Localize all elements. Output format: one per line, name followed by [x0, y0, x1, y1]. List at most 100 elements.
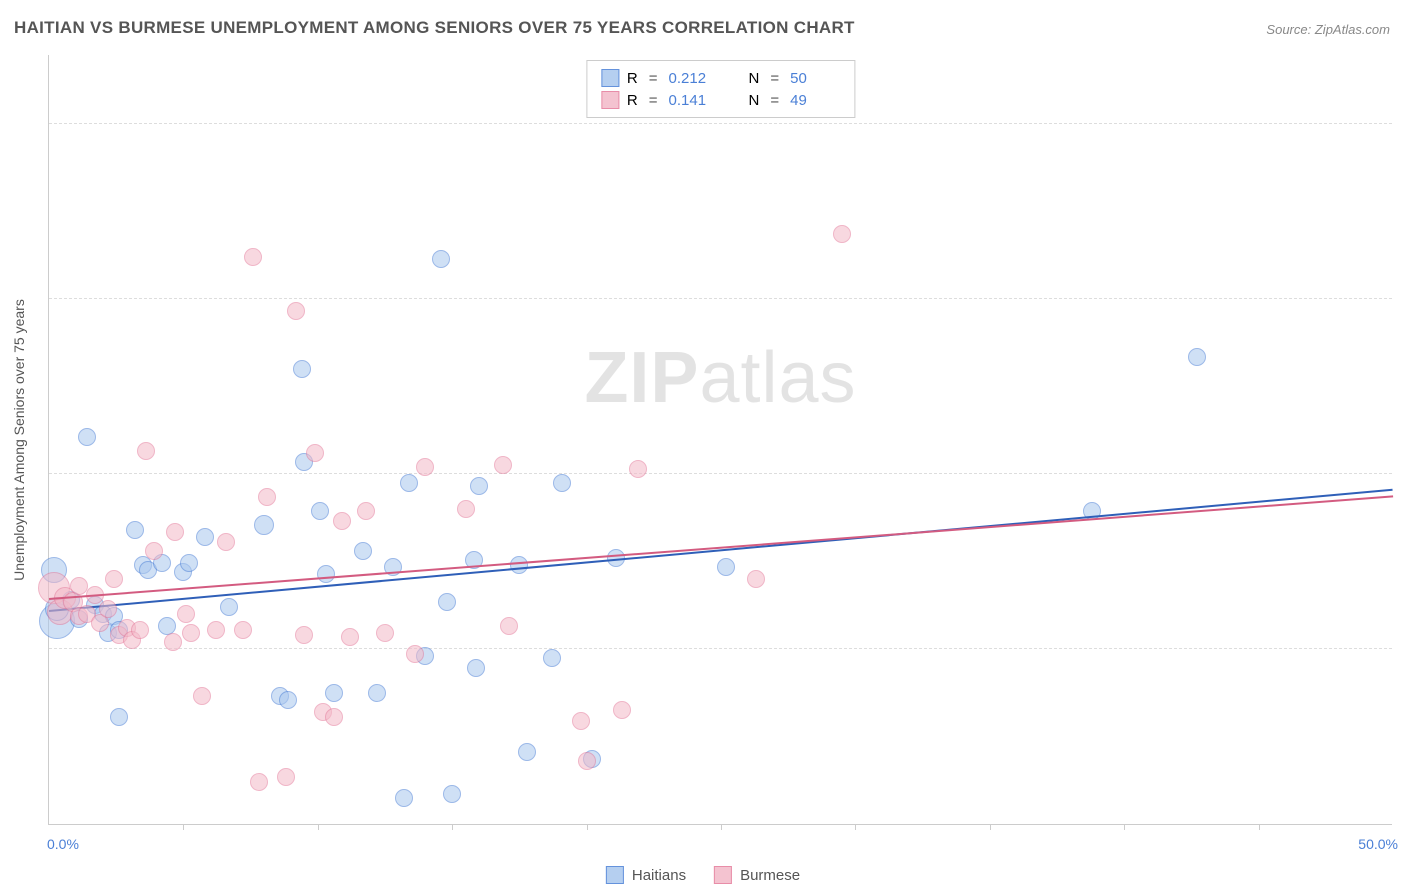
- watermark-zip: ZIP: [584, 338, 699, 418]
- trend-line: [49, 488, 1393, 611]
- scatter-plot-area: ZIPatlas Unemployment Among Seniors over…: [48, 55, 1392, 825]
- scatter-point: [395, 789, 413, 807]
- y-tick-label: 7.5%: [1399, 641, 1406, 657]
- scatter-point: [629, 460, 647, 478]
- scatter-point: [613, 701, 631, 719]
- watermark-atlas: atlas: [699, 338, 856, 418]
- scatter-point: [234, 621, 252, 639]
- scatter-point: [164, 633, 182, 651]
- scatter-point: [467, 659, 485, 677]
- scatter-point: [220, 598, 238, 616]
- source-label: Source:: [1266, 22, 1311, 37]
- scatter-point: [180, 554, 198, 572]
- scatter-point: [317, 565, 335, 583]
- scatter-point: [341, 628, 359, 646]
- scatter-point: [833, 225, 851, 243]
- stats-row-haitians: R = 0.212 N = 50: [601, 67, 840, 89]
- scatter-point: [217, 533, 235, 551]
- stats-R-value-burmese: 0.141: [669, 92, 719, 109]
- chart-title: HAITIAN VS BURMESE UNEMPLOYMENT AMONG SE…: [14, 18, 855, 38]
- stats-N-value-haitians: 50: [790, 70, 840, 87]
- scatter-point: [137, 442, 155, 460]
- scatter-point: [145, 542, 163, 560]
- gridline: [49, 648, 1392, 649]
- scatter-point: [578, 752, 596, 770]
- scatter-point: [177, 605, 195, 623]
- scatter-point: [376, 624, 394, 642]
- scatter-point: [443, 785, 461, 803]
- scatter-point: [258, 488, 276, 506]
- swatch-haitians: [601, 69, 619, 87]
- x-tick: [1124, 824, 1125, 830]
- scatter-point: [293, 360, 311, 378]
- x-tick: [318, 824, 319, 830]
- scatter-point: [470, 477, 488, 495]
- gridline: [49, 473, 1392, 474]
- correlation-stats-box: R = 0.212 N = 50 R = 0.141 N = 49: [586, 60, 855, 118]
- scatter-point: [333, 512, 351, 530]
- scatter-point: [196, 528, 214, 546]
- y-tick-label: 22.5%: [1399, 291, 1406, 307]
- stats-N-label: N: [749, 70, 760, 87]
- eq-sign: =: [770, 70, 779, 87]
- scatter-point: [510, 556, 528, 574]
- scatter-point: [325, 684, 343, 702]
- scatter-point: [207, 621, 225, 639]
- legend-swatch-burmese: [714, 866, 732, 884]
- scatter-point: [543, 649, 561, 667]
- trend-line: [49, 495, 1393, 600]
- x-tick: [1259, 824, 1260, 830]
- scatter-point: [494, 456, 512, 474]
- scatter-point: [438, 593, 456, 611]
- scatter-point: [277, 768, 295, 786]
- scatter-point: [99, 600, 117, 618]
- y-axis-label: Unemployment Among Seniors over 75 years: [11, 299, 27, 581]
- scatter-point: [158, 617, 176, 635]
- gridline: [49, 298, 1392, 299]
- scatter-point: [110, 708, 128, 726]
- scatter-point: [311, 502, 329, 520]
- scatter-point: [354, 542, 372, 560]
- eq-sign: =: [770, 92, 779, 109]
- eq-sign: =: [649, 92, 658, 109]
- scatter-point: [131, 621, 149, 639]
- scatter-point: [193, 687, 211, 705]
- stats-N-value-burmese: 49: [790, 92, 840, 109]
- scatter-point: [747, 570, 765, 588]
- eq-sign: =: [649, 70, 658, 87]
- x-axis-min-label: 0.0%: [47, 836, 79, 852]
- scatter-point: [295, 626, 313, 644]
- x-tick: [183, 824, 184, 830]
- scatter-point: [250, 773, 268, 791]
- scatter-point: [254, 515, 274, 535]
- scatter-point: [717, 558, 735, 576]
- legend-item-burmese: Burmese: [714, 866, 800, 884]
- scatter-point: [279, 691, 297, 709]
- legend-item-haitians: Haitians: [606, 866, 686, 884]
- scatter-point: [70, 577, 88, 595]
- scatter-point: [166, 523, 184, 541]
- scatter-point: [416, 458, 434, 476]
- scatter-point: [105, 570, 123, 588]
- y-tick-label: 30.0%: [1399, 116, 1406, 132]
- stats-R-label: R: [627, 92, 638, 109]
- x-tick: [721, 824, 722, 830]
- scatter-point: [518, 743, 536, 761]
- x-tick: [587, 824, 588, 830]
- y-tick-label: 15.0%: [1399, 466, 1406, 482]
- x-tick: [990, 824, 991, 830]
- stats-R-value-haitians: 0.212: [669, 70, 719, 87]
- scatter-point: [357, 502, 375, 520]
- scatter-point: [400, 474, 418, 492]
- scatter-point: [457, 500, 475, 518]
- legend-label-haitians: Haitians: [632, 867, 686, 884]
- scatter-point: [126, 521, 144, 539]
- stats-row-burmese: R = 0.141 N = 49: [601, 89, 840, 111]
- source-attribution: Source: ZipAtlas.com: [1266, 22, 1390, 37]
- gridline: [49, 123, 1392, 124]
- scatter-point: [244, 248, 262, 266]
- swatch-burmese: [601, 91, 619, 109]
- scatter-point: [287, 302, 305, 320]
- scatter-point: [368, 684, 386, 702]
- scatter-point: [1188, 348, 1206, 366]
